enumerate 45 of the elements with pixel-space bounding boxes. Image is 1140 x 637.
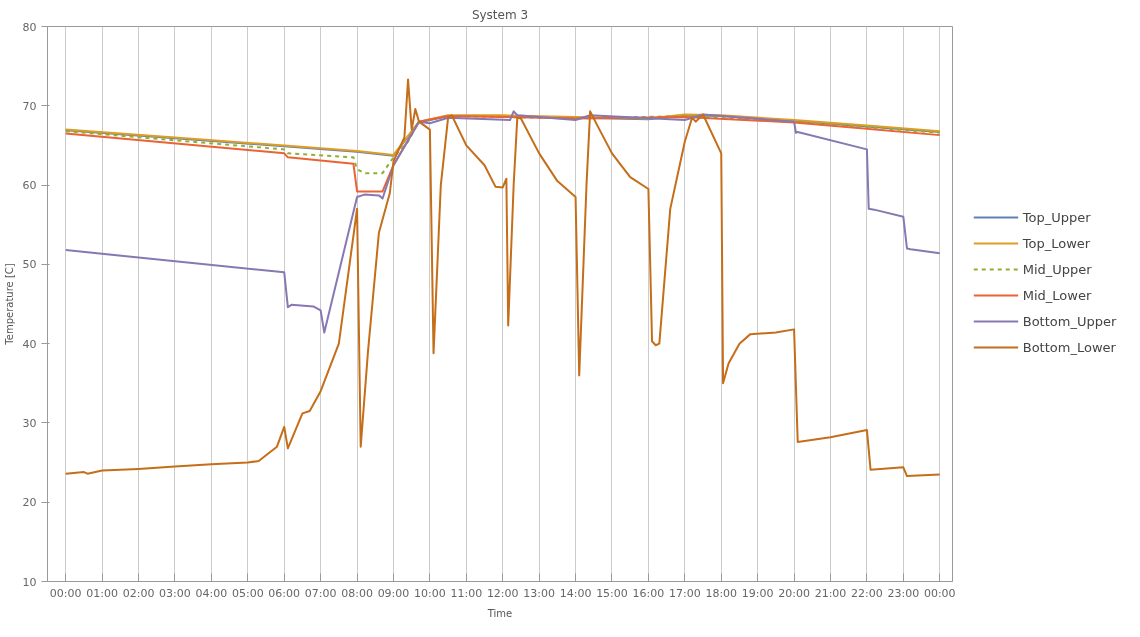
x-tick-label: 03:00 [159,586,191,600]
line-series [64,110,941,334]
x-tick-label: 08:00 [341,586,373,600]
x-tick-label: 13:00 [523,586,555,600]
legend-label: Bottom_Lower [1022,339,1116,355]
x-tick-label: 09:00 [377,586,410,600]
x-tick-label: 14:00 [559,586,592,600]
line-series [64,115,941,193]
x-tick-label: 20:00 [778,586,810,600]
x-tick-label: 12:00 [486,586,519,600]
x-tick-label: 19:00 [741,586,774,600]
legend-label: Bottom_Upper [1022,313,1117,329]
legend-label: Mid_Lower [1022,287,1092,303]
y-tick-label: 80 [22,20,37,34]
x-tick-label: 22:00 [851,586,883,600]
y-tick-label: 20 [22,496,37,510]
y-tick-label: 40 [22,337,37,351]
x-tick-label: 11:00 [450,586,483,600]
x-tick-label: 05:00 [231,586,264,600]
legend-label: Top_Lower [1022,235,1091,251]
chart-title: System 3 [471,7,529,22]
x-tick-label: 01:00 [86,586,118,600]
x-tick-label: 10:00 [414,586,446,600]
x-tick-label: 04:00 [195,586,228,600]
x-tick-label: 16:00 [632,586,665,600]
x-tick-label: 15:00 [596,586,628,600]
y-tick-label: 50 [22,258,37,272]
y-tick-label: 70 [22,99,37,113]
x-axis-title: Time [486,607,513,619]
line-series [64,78,941,478]
y-tick-label: 10 [22,575,37,589]
x-tick-label: 23:00 [887,586,920,600]
y-tick-label: 60 [22,179,37,193]
x-tick-label: 21:00 [814,586,847,600]
legend-label: Top_Upper [1022,209,1091,225]
x-tick-label: 17:00 [668,586,701,600]
legend-label: Mid_Upper [1022,261,1092,277]
x-tick-label: 00:00 [923,586,956,600]
y-tick-label: 30 [22,416,37,430]
y-axis-title: Temperature [C] [3,263,15,346]
x-tick-label: 06:00 [268,586,301,600]
x-tick-label: 07:00 [304,586,337,600]
x-tick-label: 00:00 [49,586,82,600]
x-tick-label: 18:00 [705,586,738,600]
x-tick-label: 02:00 [122,586,155,600]
